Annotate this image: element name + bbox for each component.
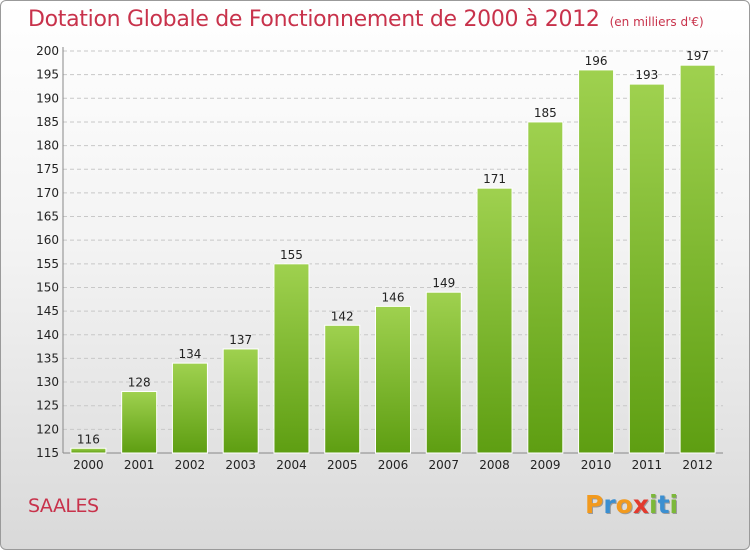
data-label: 116 [77,432,100,446]
data-label: 142 [331,309,354,323]
y-tick-label: 140 [36,328,59,342]
x-tick-label: 2008 [479,458,510,472]
y-tick-label: 160 [36,233,59,247]
data-label: 137 [229,333,252,347]
y-tick-label: 125 [36,399,59,413]
bar [324,324,361,454]
y-tick-label: 135 [36,351,59,365]
data-label: 149 [432,276,455,290]
x-tick-label: 2007 [428,458,459,472]
y-tick-label: 180 [36,139,59,153]
chart-title: Dotation Globale de Fonctionnement de 20… [28,7,704,32]
logo-letter: r [603,490,616,519]
logo-letter: t [657,490,670,519]
bar [375,305,411,454]
x-tick-label: 2000 [73,458,104,472]
commune-name: SAALES [28,495,99,517]
data-label: 196 [585,54,608,68]
x-tick-label: 2005 [327,458,358,472]
data-label: 128 [128,376,151,390]
x-tick-label: 2010 [581,458,612,472]
chart-title-text: Dotation Globale de Fonctionnement de 20… [28,7,600,32]
y-tick-label: 195 [36,68,59,82]
bar [476,187,513,454]
y-tick-label: 165 [36,210,59,224]
logo-letter: x [632,490,649,519]
y-tick-label: 130 [36,375,59,389]
data-label: 146 [382,290,405,304]
x-tick-label: 2001 [124,458,155,472]
bar [121,391,158,454]
y-tick-label: 155 [36,257,59,271]
logo-letter: i [649,490,658,519]
x-tick-label: 2002 [175,458,206,472]
bar [628,83,665,454]
y-tick-label: 145 [36,304,59,318]
y-tick-label: 150 [36,280,59,294]
proxiti-logo: Proxiti [585,490,678,519]
x-tick-label: 2012 [682,458,713,472]
chart-subtitle: (en milliers d'€) [609,15,704,29]
y-tick-label: 170 [36,186,59,200]
logo-letter: P [585,490,604,519]
data-label: 134 [178,347,201,361]
x-tick-label: 2006 [378,458,409,472]
bar [527,121,564,454]
bar [171,362,208,454]
y-tick-label: 115 [36,446,59,460]
bar [679,64,716,454]
y-tick-label: 200 [36,44,59,58]
x-tick-label: 2003 [225,458,256,472]
y-tick-label: 120 [36,422,59,436]
x-tick-label: 2004 [276,458,307,472]
data-label: 155 [280,248,303,262]
x-tick-label: 2011 [632,458,663,472]
data-label: 197 [686,49,709,63]
y-tick-label: 175 [36,162,59,176]
bar [273,263,310,454]
logo-letter: i [669,490,679,519]
bar [425,291,462,454]
data-label: 171 [483,172,506,186]
y-tick-label: 190 [36,91,59,105]
bar [222,348,259,454]
y-tick-label: 185 [36,115,59,129]
data-label: 185 [534,106,557,120]
data-label: 193 [635,68,658,82]
bar [70,447,107,454]
bar [578,69,615,454]
logo-letter: o [615,490,633,519]
x-tick-label: 2009 [530,458,561,472]
